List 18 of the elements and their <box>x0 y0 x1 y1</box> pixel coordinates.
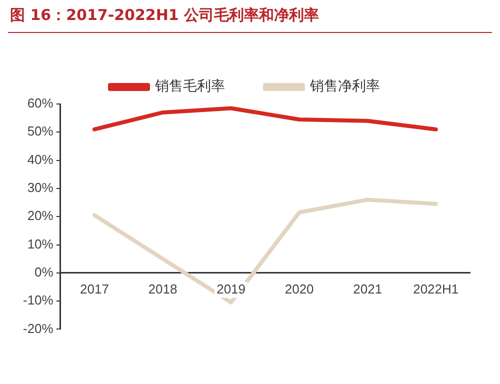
legend-label: 销售毛利率 <box>154 78 225 95</box>
y-tick-label: -10% <box>22 292 54 308</box>
y-tick-label: 50% <box>27 124 54 139</box>
y-tick-label: 30% <box>27 180 54 196</box>
chart-title: 图 16：2017-2022H1 公司毛利率和净利率 <box>10 6 320 25</box>
y-tick-label: 20% <box>27 208 54 224</box>
y-tick-label: 60% <box>27 96 54 111</box>
y-tick-label: -20% <box>22 320 54 336</box>
legend-label: 销售净利率 <box>309 78 380 95</box>
y-tick-label: 0% <box>34 264 54 280</box>
y-tick-label: 10% <box>27 236 54 252</box>
x-tick-label: 2021 <box>353 281 382 296</box>
x-tick-label: 2019 <box>216 281 246 296</box>
x-tick-label: 2017 <box>80 281 109 296</box>
x-tick-label: 2022H1 <box>413 281 459 296</box>
y-tick-label: 40% <box>27 152 54 167</box>
x-tick-label: 2018 <box>148 281 178 296</box>
x-tick-label: 2020 <box>284 281 314 296</box>
